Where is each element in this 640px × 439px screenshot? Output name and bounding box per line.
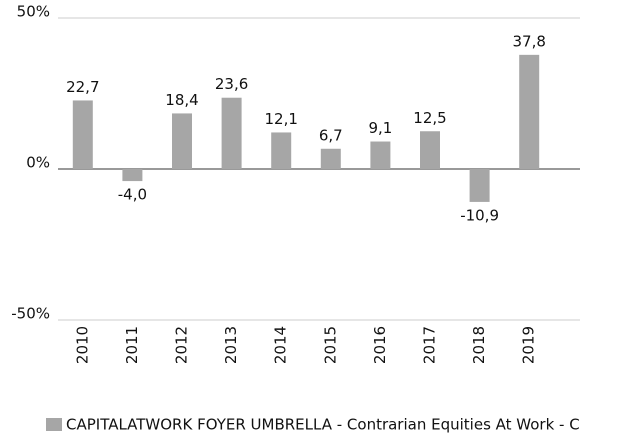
- x-tick-label: 2010: [73, 326, 91, 364]
- legend-label: CAPITALATWORK FOYER UMBRELLA - Contraria…: [66, 416, 580, 434]
- data-label: 12,1: [264, 110, 297, 128]
- bar: [221, 97, 242, 169]
- y-tick-label: 50%: [17, 3, 50, 21]
- bar: [271, 132, 292, 169]
- data-label: -10,9: [460, 206, 499, 224]
- x-tick-label: 2012: [173, 326, 191, 364]
- y-tick-label: 0%: [26, 154, 50, 172]
- data-label: 37,8: [512, 32, 545, 50]
- bar: [370, 141, 391, 169]
- x-tick-label: 2011: [123, 326, 141, 364]
- y-tick-label: -50%: [11, 305, 50, 323]
- bar: [519, 54, 540, 169]
- x-tick-label: 2015: [321, 326, 339, 364]
- x-tick-label: 2013: [222, 326, 240, 364]
- legend-swatch: [46, 418, 62, 431]
- bar: [469, 169, 490, 202]
- x-tick-label: 2019: [520, 326, 538, 364]
- x-tick-label: 2014: [272, 326, 290, 364]
- x-tick-label: 2016: [371, 326, 389, 364]
- bar: [72, 100, 93, 169]
- data-label: -4,0: [118, 186, 147, 204]
- data-label: 9,1: [368, 119, 392, 137]
- bar: [122, 169, 143, 182]
- data-label: 22,7: [66, 78, 99, 96]
- bar: [172, 113, 192, 169]
- x-tick-label: 2018: [470, 326, 488, 364]
- data-label: 6,7: [319, 126, 343, 144]
- data-label: 12,5: [413, 109, 446, 127]
- x-tick-label: 2017: [421, 326, 439, 364]
- bar: [420, 131, 440, 169]
- bar: [320, 148, 341, 169]
- data-label: 18,4: [165, 91, 198, 109]
- data-label: 23,6: [215, 75, 248, 93]
